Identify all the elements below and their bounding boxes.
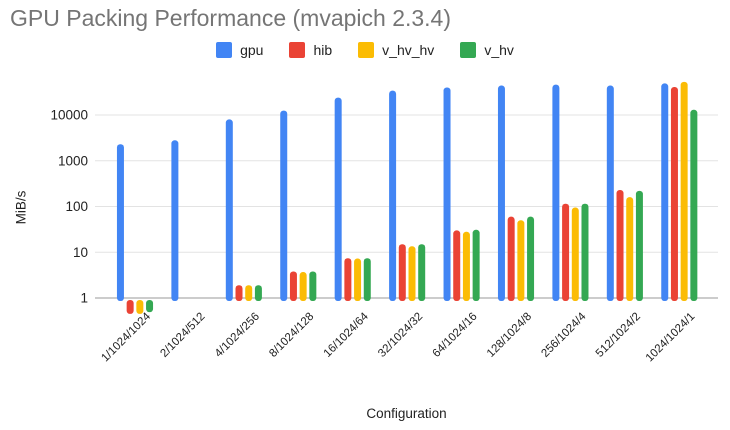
- x-tick-label: 4/1024/256: [213, 311, 262, 360]
- chart-title: GPU Packing Performance (mvapich 2.3.4): [10, 5, 452, 31]
- bar-gpu: [497, 85, 505, 301]
- y-tick-label: 10000: [50, 108, 88, 123]
- y-tick-label: 1: [80, 291, 88, 306]
- legend-item-gpu: gpu: [216, 42, 263, 58]
- bar-v_hv_hv: [245, 285, 253, 301]
- y-axis-title: MiB/s: [13, 190, 29, 225]
- bar-gpu: [606, 85, 614, 301]
- bar-v_hv: [418, 244, 426, 301]
- bar-v_hv: [581, 203, 589, 301]
- x-tick-label: 64/1024/16: [431, 311, 480, 360]
- bar-v_hv_hv: [626, 197, 634, 301]
- bar-hib: [670, 86, 678, 301]
- bar-v_hv_hv: [136, 300, 144, 314]
- bar-v_hv: [472, 229, 480, 301]
- bar-v_hv: [690, 109, 698, 301]
- bar-gpu: [661, 83, 669, 302]
- bar-hib: [453, 230, 461, 301]
- x-tick-label: 512/1024/2: [594, 311, 643, 360]
- x-axis-title: Configuration: [366, 406, 447, 421]
- bar-gpu: [116, 144, 124, 301]
- x-tick-label: 32/1024/32: [376, 311, 425, 360]
- bar-gpu: [552, 84, 560, 301]
- legend-label: v_hv: [484, 42, 514, 58]
- bar-v_hv: [527, 216, 535, 301]
- bar-hib: [562, 203, 570, 301]
- legend-swatch-icon: [358, 42, 375, 58]
- x-tick-label: 1024/1024/1: [644, 311, 698, 365]
- bar-hib: [126, 300, 134, 314]
- bar-v_hv: [146, 300, 154, 313]
- bar-v_hv_hv: [680, 81, 688, 301]
- legend-label: hib: [313, 42, 333, 58]
- bar-v_hv_hv: [354, 258, 362, 301]
- y-tick-label: 100: [65, 199, 88, 214]
- bar-gpu: [225, 119, 233, 302]
- bar-v_hv: [635, 190, 643, 301]
- legend-item-v_hv_hv: v_hv_hv: [358, 42, 434, 58]
- y-tick-label: 10: [73, 245, 88, 260]
- legend-label: gpu: [240, 42, 264, 58]
- bar-hib: [344, 258, 352, 301]
- bar-hib: [507, 216, 515, 301]
- bar-gpu: [334, 97, 342, 301]
- bar-gpu: [280, 110, 288, 301]
- legend-item-hib: hib: [289, 42, 332, 58]
- legend-item-v_hv: v_hv: [460, 42, 514, 58]
- legend: gpu hib v_hv_hv v_hv: [0, 42, 730, 58]
- bar-v_hv: [309, 271, 317, 301]
- bar-gpu: [389, 90, 397, 301]
- bar-gpu: [171, 140, 179, 301]
- x-tick-label: 8/1024/128: [267, 311, 316, 360]
- legend-swatch-icon: [460, 42, 477, 58]
- legend-label: v_hv_hv: [382, 42, 435, 58]
- bar-v_hv: [363, 258, 371, 301]
- bar-v_hv_hv: [571, 207, 579, 301]
- bar-hib: [289, 271, 297, 301]
- bar-gpu: [443, 87, 451, 302]
- x-tick-label: 1/1024/1024: [99, 310, 153, 364]
- bar-v_hv: [254, 285, 262, 301]
- legend-swatch-icon: [289, 42, 306, 58]
- bar-v_hv_hv: [299, 272, 307, 301]
- bar-hib: [398, 244, 406, 301]
- x-tick-label: 128/1024/8: [485, 311, 534, 360]
- x-tick-label: 16/1024/64: [322, 310, 372, 360]
- bar-v_hv_hv: [408, 246, 416, 301]
- x-tick-label: 256/1024/4: [539, 310, 589, 360]
- legend-swatch-icon: [216, 42, 233, 58]
- bar-hib: [616, 189, 624, 301]
- bar-hib: [235, 285, 243, 301]
- bar-v_hv_hv: [462, 231, 470, 301]
- x-tick-label: 2/1024/512: [158, 311, 207, 360]
- bar-v_hv_hv: [517, 220, 525, 301]
- y-tick-label: 1000: [58, 153, 88, 168]
